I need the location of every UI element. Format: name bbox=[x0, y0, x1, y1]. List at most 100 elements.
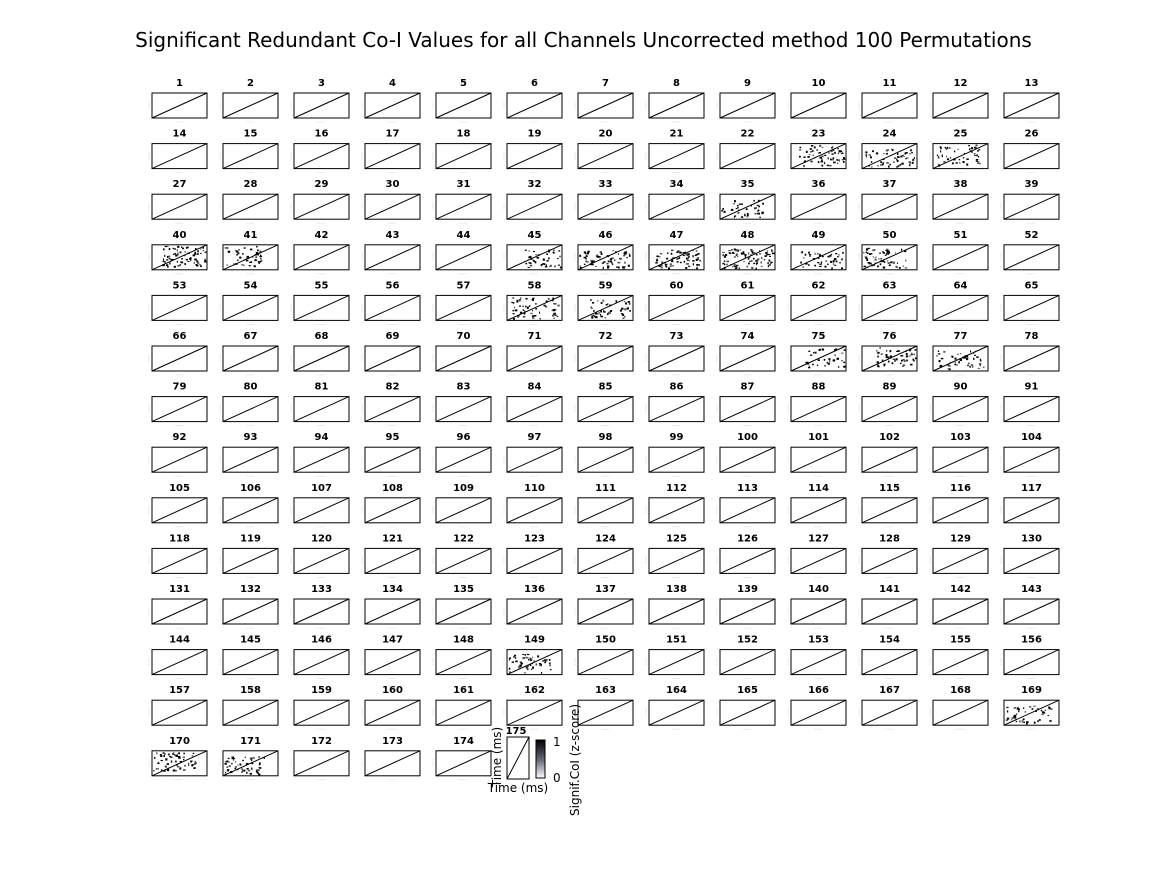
significance-pixel bbox=[158, 761, 160, 764]
significance-pixel bbox=[755, 254, 758, 256]
significance-pixel bbox=[548, 662, 551, 664]
diagonal-line bbox=[1003, 598, 1060, 625]
channel-panel-103: 103 bbox=[929, 432, 989, 477]
significance-pixel bbox=[534, 261, 537, 264]
significance-pixel bbox=[877, 355, 879, 358]
significance-pixel bbox=[810, 151, 812, 153]
significance-pixel bbox=[958, 159, 961, 161]
significance-pixel bbox=[512, 297, 515, 299]
significance-pixel bbox=[814, 264, 816, 267]
significance-pixel bbox=[516, 299, 519, 302]
significance-pixel bbox=[679, 251, 682, 254]
diagonal-line bbox=[932, 143, 989, 170]
significance-pixel bbox=[1016, 707, 1019, 710]
significance-pixel bbox=[943, 160, 946, 163]
significance-pixel bbox=[865, 248, 869, 251]
significance-pixel bbox=[600, 252, 603, 255]
significance-pixel bbox=[754, 207, 756, 210]
channel-panel-11: 11 bbox=[858, 78, 918, 123]
channel-label: 112 bbox=[666, 483, 687, 494]
significance-pixel bbox=[820, 161, 823, 163]
significance-pixel bbox=[670, 252, 673, 255]
significance-pixel bbox=[183, 769, 186, 771]
significance-pixel bbox=[979, 358, 982, 361]
significance-pixel bbox=[898, 267, 901, 269]
channel-panel-112: 112 bbox=[645, 483, 705, 528]
significance-pixel bbox=[869, 154, 872, 157]
significance-pixel bbox=[879, 263, 882, 266]
significance-pixel bbox=[518, 300, 521, 302]
channel-label: 105 bbox=[169, 483, 190, 494]
channel-panel-134: 134 bbox=[361, 584, 421, 629]
significance-pixel bbox=[810, 160, 813, 163]
significance-pixel bbox=[835, 348, 838, 350]
significance-pixel bbox=[954, 357, 957, 360]
significance-pixel bbox=[237, 259, 239, 262]
significance-pixel bbox=[725, 253, 727, 256]
significance-pixel bbox=[519, 305, 521, 307]
significance-pixel bbox=[655, 262, 658, 264]
diagonal-line bbox=[222, 193, 279, 220]
significance-pixel bbox=[736, 249, 739, 252]
significance-pixel bbox=[529, 658, 532, 661]
significance-pixel bbox=[558, 250, 561, 252]
significance-pixel bbox=[625, 251, 627, 253]
significance-pixel bbox=[837, 162, 839, 165]
significance-pixel bbox=[226, 766, 229, 768]
channel-panel-41: 41 bbox=[219, 230, 279, 275]
significance-pixel bbox=[760, 261, 762, 264]
significance-pixel bbox=[624, 300, 626, 303]
significance-pixel bbox=[843, 161, 845, 163]
significance-pixel bbox=[259, 256, 262, 258]
channel-panel-29: 29 bbox=[290, 179, 350, 224]
significance-pixel bbox=[200, 265, 202, 267]
channel-label: 145 bbox=[240, 635, 261, 646]
significance-pixel bbox=[881, 260, 885, 263]
significance-pixel bbox=[170, 258, 173, 261]
channel-label: 1 bbox=[176, 78, 183, 89]
significance-pixel bbox=[742, 251, 745, 254]
significance-pixel bbox=[881, 359, 884, 362]
significance-pixel bbox=[733, 203, 735, 205]
significance-pixel bbox=[535, 302, 537, 305]
channel-panel-170: 170 bbox=[148, 736, 208, 781]
significance-pixel bbox=[937, 157, 940, 159]
diagonal-line bbox=[648, 396, 705, 423]
channel-panel-50: 50 bbox=[858, 230, 918, 275]
significance-pixel bbox=[676, 257, 679, 260]
significance-pixel bbox=[730, 252, 732, 255]
significance-pixel bbox=[1031, 708, 1034, 710]
channel-panel-76: 76 bbox=[858, 331, 918, 376]
diagonal-line bbox=[506, 598, 563, 625]
significance-pixel bbox=[911, 352, 913, 355]
significance-pixel bbox=[227, 769, 230, 771]
channel-panel-17: 17 bbox=[361, 129, 421, 173]
significance-pixel bbox=[174, 252, 176, 255]
significance-pixel bbox=[824, 162, 826, 165]
significance-pixel bbox=[746, 213, 749, 216]
channel-panel-149: 149 bbox=[503, 635, 563, 679]
significance-pixel bbox=[677, 250, 680, 252]
diagonal-line bbox=[222, 598, 279, 625]
significance-pixel bbox=[759, 250, 761, 252]
channel-label: 157 bbox=[169, 685, 190, 696]
significance-pixel bbox=[165, 758, 168, 761]
channel-panel-43: 43 bbox=[361, 230, 421, 275]
diagonal-line bbox=[506, 345, 563, 372]
channel-panel-128: 128 bbox=[858, 533, 918, 578]
significance-pixel bbox=[191, 755, 194, 757]
significance-pixel bbox=[257, 769, 260, 772]
significance-pixel bbox=[979, 163, 981, 165]
channel-label: 149 bbox=[524, 635, 545, 646]
significance-pixel bbox=[753, 252, 756, 254]
significance-pixel bbox=[938, 163, 940, 165]
diagonal-line bbox=[861, 244, 918, 271]
significance-pixel bbox=[192, 254, 196, 257]
significance-pixel bbox=[909, 162, 912, 164]
significance-pixel bbox=[548, 659, 551, 661]
significance-pixel bbox=[726, 263, 728, 266]
significance-pixel bbox=[832, 149, 835, 151]
significance-pixel bbox=[769, 255, 771, 257]
significance-pixel bbox=[808, 251, 810, 254]
significance-pixel bbox=[765, 253, 768, 256]
